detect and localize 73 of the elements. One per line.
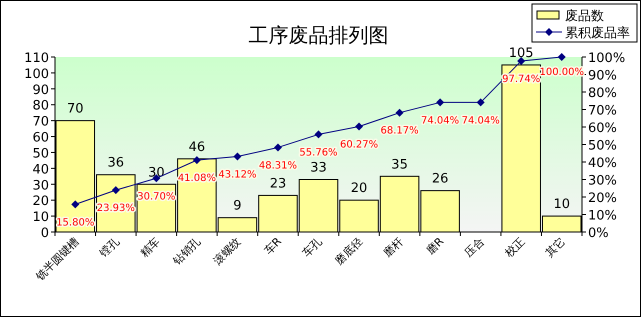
legend-label: 废品数 bbox=[565, 9, 604, 24]
y-tick-label: 80 bbox=[32, 98, 49, 114]
data-label: 30 bbox=[148, 165, 165, 180]
point bbox=[71, 200, 80, 208]
y-tick-label: 60 bbox=[32, 130, 49, 146]
y-tick-label: 100 bbox=[24, 66, 49, 82]
chart-title: 工序废品排列图 bbox=[248, 23, 388, 47]
data-label: 26 bbox=[432, 172, 448, 187]
y2-tick-label: 70% bbox=[588, 104, 617, 118]
y-tick-label: 20 bbox=[32, 194, 49, 210]
y-tick-label: 0 bbox=[40, 226, 49, 241]
point bbox=[355, 122, 364, 131]
data-label: 41.08% bbox=[178, 173, 216, 184]
data-label: 36 bbox=[108, 156, 124, 171]
data-label: 35 bbox=[391, 157, 408, 172]
y2-tick-label: 50% bbox=[588, 138, 617, 154]
y2-tick-label: 0% bbox=[588, 226, 609, 241]
data-label: 10 bbox=[553, 197, 570, 212]
x-tick-label: 精车 bbox=[138, 234, 162, 260]
data-label: 23 bbox=[270, 176, 286, 192]
x-tick-label: 校正 bbox=[502, 234, 528, 260]
data-label: 105 bbox=[508, 46, 534, 61]
y-tick-label: 10 bbox=[32, 210, 49, 226]
point bbox=[112, 186, 120, 194]
point bbox=[314, 130, 322, 138]
y2-tick-label: 60% bbox=[588, 121, 617, 136]
y-tick-label: 30 bbox=[32, 178, 49, 194]
x-tick-label: 车R bbox=[262, 234, 284, 258]
y2-tick-label: 20% bbox=[588, 191, 617, 206]
point bbox=[558, 53, 566, 61]
data-label: 60.27% bbox=[340, 140, 378, 151]
data-label: 46 bbox=[188, 140, 206, 155]
y2-tick-label: 90% bbox=[588, 68, 617, 84]
data-label: 23.93% bbox=[96, 203, 135, 214]
data-label: 20 bbox=[350, 181, 368, 196]
x-tick-label: 其它 bbox=[543, 234, 568, 260]
data-label: 70 bbox=[66, 102, 84, 117]
point bbox=[274, 143, 282, 152]
point bbox=[396, 108, 404, 117]
data-label: 33 bbox=[310, 160, 327, 176]
data-label: 74.04% bbox=[421, 115, 460, 126]
y2-tick-label: 30% bbox=[588, 174, 617, 188]
x-tick-label: 压合 bbox=[462, 234, 487, 260]
data-label: 9 bbox=[233, 198, 242, 214]
data-label: 74.04% bbox=[462, 115, 500, 126]
data-label: 15.80% bbox=[56, 217, 94, 228]
y-tick-label: 90 bbox=[32, 82, 49, 98]
point bbox=[233, 152, 242, 161]
data-label: 55.76% bbox=[299, 147, 338, 158]
y2-tick-label: 40% bbox=[588, 156, 617, 171]
x-tick-label: 磨R bbox=[424, 234, 446, 258]
point bbox=[476, 98, 485, 106]
data-label: 48.31% bbox=[258, 160, 298, 172]
y2-tick-label: 80% bbox=[588, 86, 617, 101]
x-tick-label: 车孔 bbox=[300, 234, 325, 260]
data-label: 97.74% bbox=[502, 74, 540, 85]
x-tick-label: 磨底径 bbox=[332, 234, 366, 268]
point bbox=[436, 98, 444, 106]
x-tick-label: 镗孔 bbox=[96, 234, 122, 260]
data-label: 30.70% bbox=[137, 191, 176, 202]
data-label: 68.17% bbox=[380, 126, 419, 137]
legend-label: 累积废品率 bbox=[565, 25, 630, 41]
y2-tick-label: 10% bbox=[588, 208, 617, 224]
x-tick-label: 磨杆 bbox=[380, 234, 406, 260]
x-tick-label: 钻销孔 bbox=[170, 234, 204, 268]
y-tick-label: 50 bbox=[32, 146, 49, 162]
y-tick-label: 110 bbox=[24, 51, 49, 66]
x-tick-label: 滚螺纹 bbox=[211, 234, 244, 268]
point bbox=[192, 156, 201, 164]
y-tick-label: 40 bbox=[32, 162, 49, 178]
data-label: 43.12% bbox=[218, 170, 256, 181]
y-tick-label: 70 bbox=[32, 114, 49, 130]
y2-tick-label: 100% bbox=[588, 51, 626, 66]
